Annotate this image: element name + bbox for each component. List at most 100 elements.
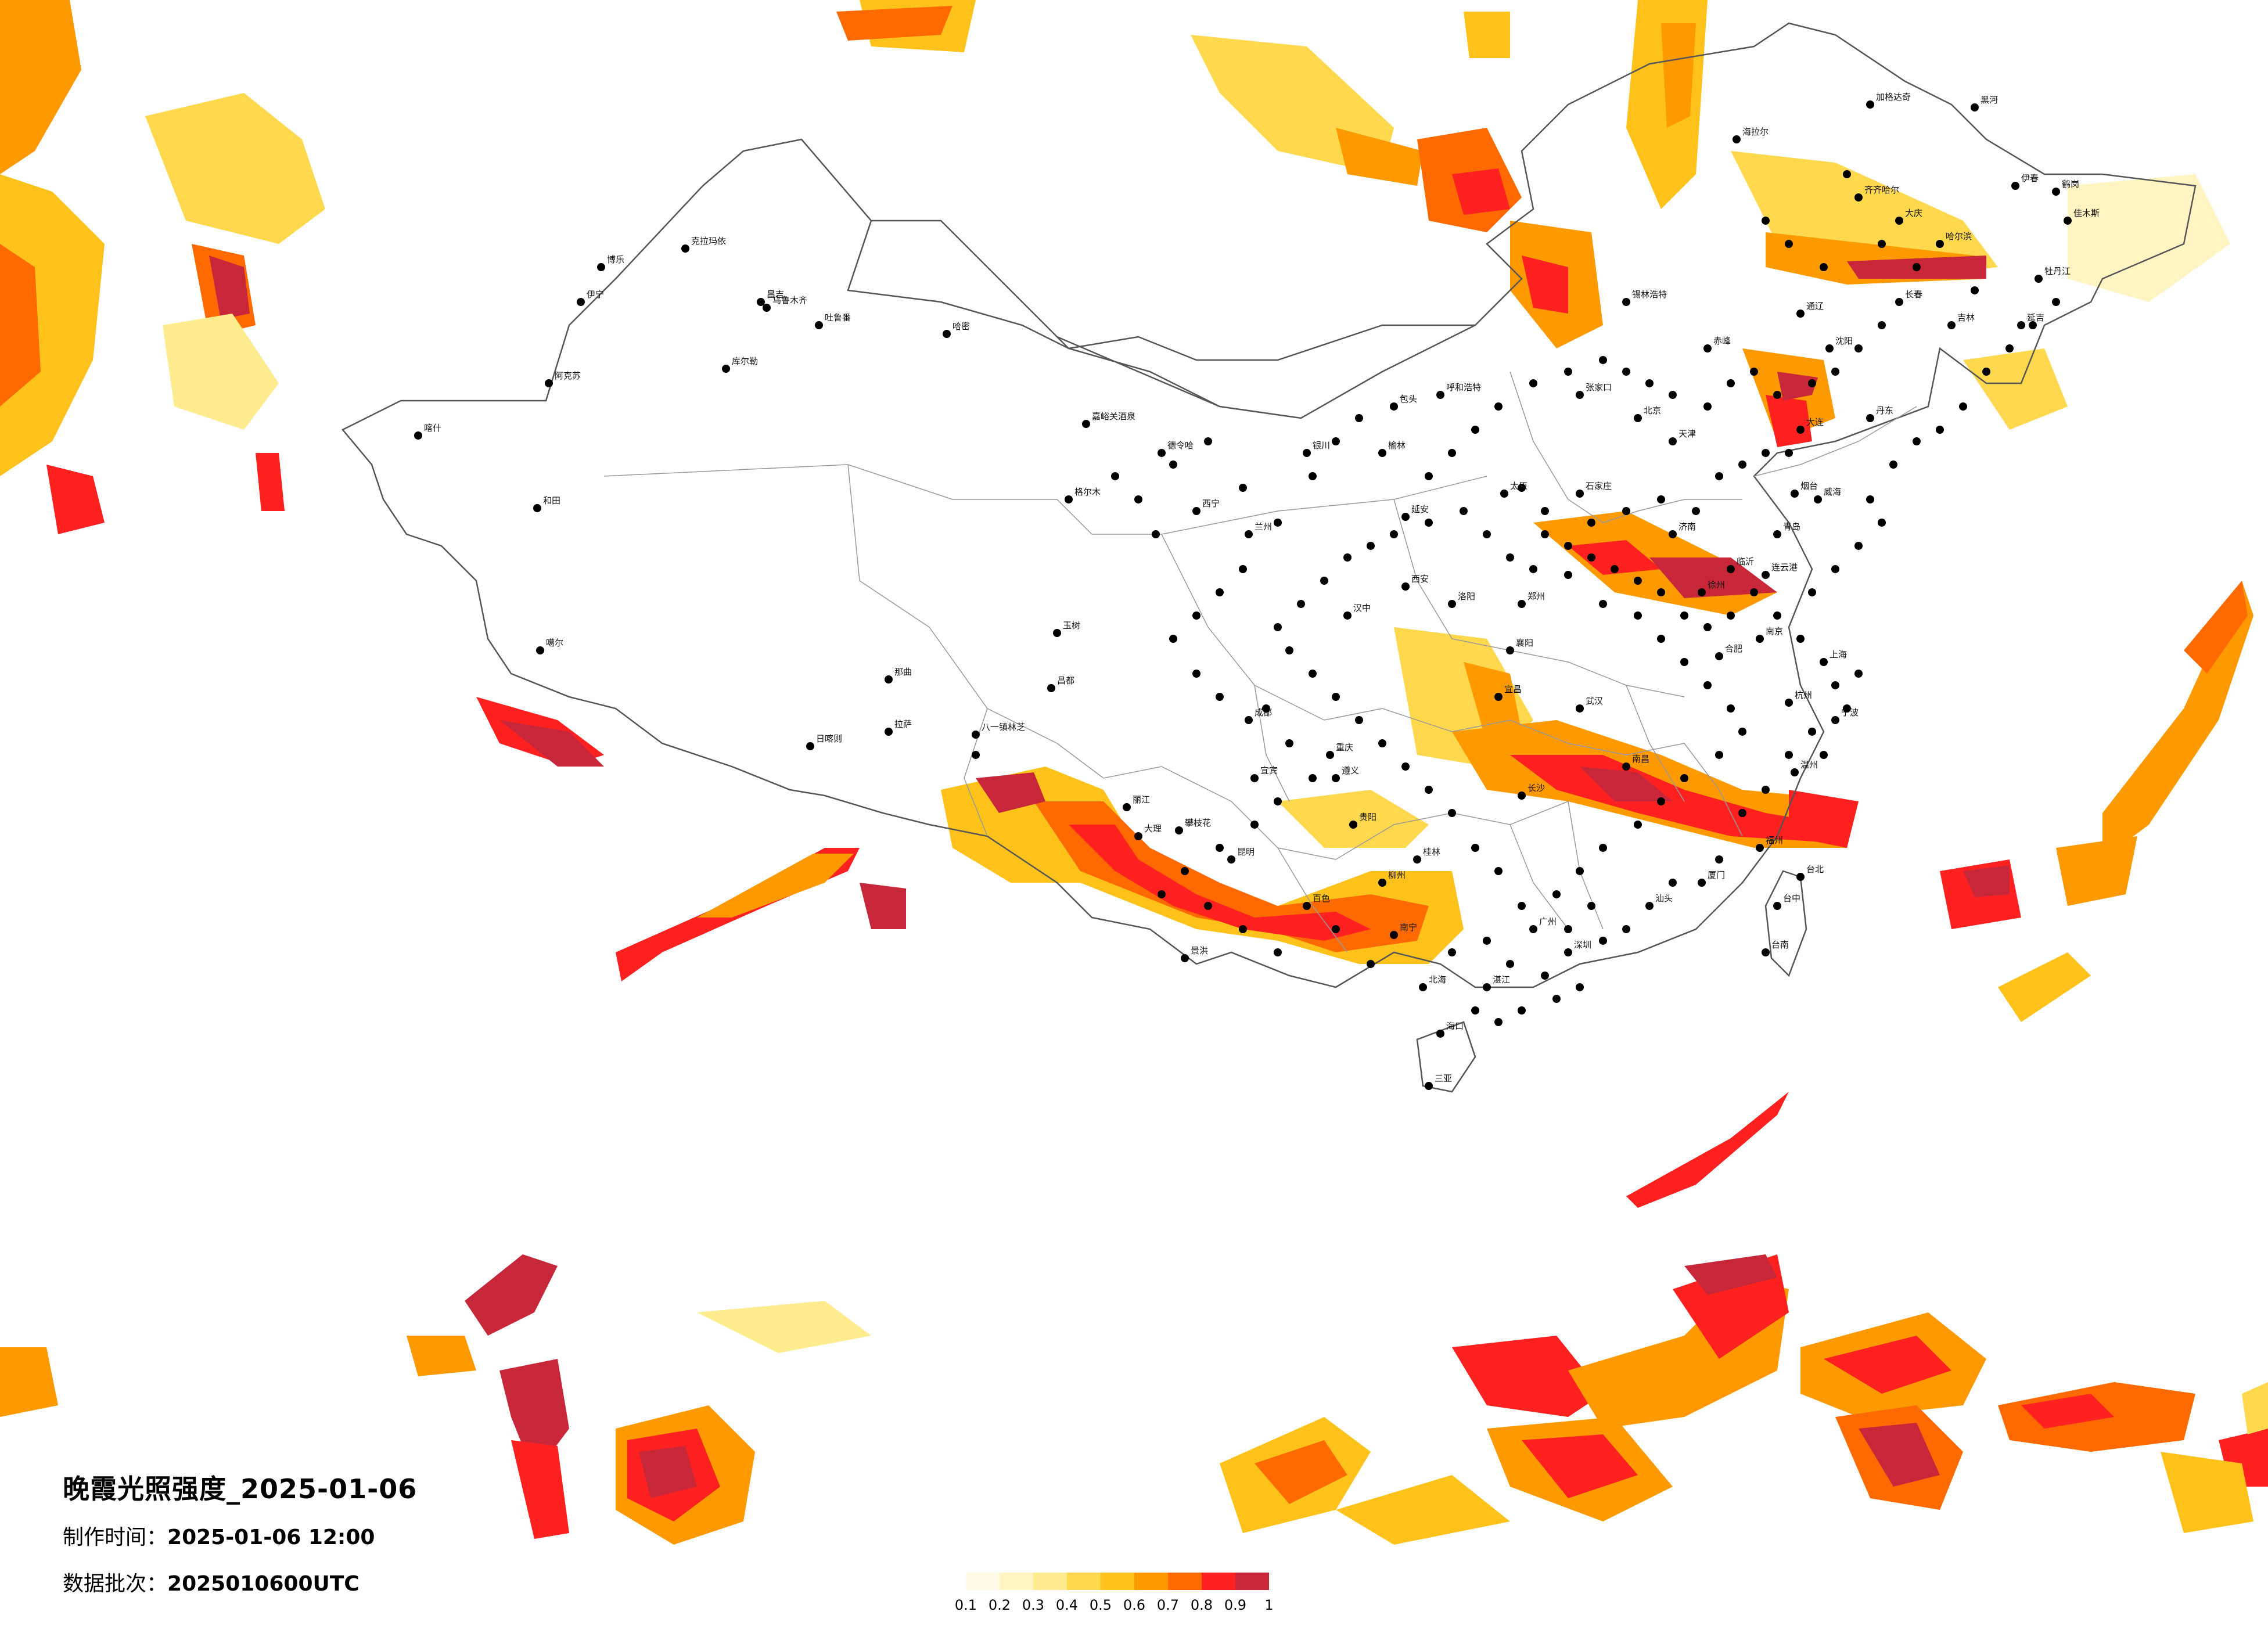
- city-dot: [1518, 1006, 1526, 1015]
- city-label: 伊春: [2021, 173, 2039, 184]
- city-label: 宜昌: [1504, 684, 1522, 695]
- legend-swatch: [1134, 1573, 1168, 1590]
- legend-swatch: [1000, 1573, 1033, 1590]
- city-dot: [1634, 414, 1642, 422]
- city-dot: [1820, 751, 1828, 759]
- city-label: 台北: [1806, 864, 1824, 875]
- city-dot: [1756, 844, 1764, 852]
- city-label: 桂林: [1423, 847, 1440, 857]
- city-dot: [1506, 646, 1514, 654]
- legend-swatch: [1101, 1573, 1134, 1590]
- city-label: 德令哈: [1167, 440, 1194, 451]
- city-dot: [1303, 902, 1311, 910]
- city-label: 张家口: [1586, 382, 1612, 393]
- city-dot: [1250, 821, 1259, 829]
- city-dot: [1274, 623, 1282, 631]
- city-dot: [1878, 321, 1886, 329]
- city-label: 吐鲁番: [825, 312, 851, 323]
- city-dot: [1634, 821, 1642, 829]
- city-dot: [1796, 635, 1805, 643]
- city-dot: [1111, 472, 1119, 480]
- city-dot: [763, 304, 771, 312]
- city-dot: [1599, 937, 1607, 945]
- city-dot: [1349, 821, 1357, 829]
- city-dot: [1250, 774, 1259, 782]
- city-label: 大庆: [1905, 208, 1922, 218]
- city-label: 昆明: [1237, 847, 1255, 857]
- city-dot: [1750, 588, 1758, 596]
- city-dot: [1634, 611, 1642, 620]
- city-dot: [577, 298, 585, 306]
- city-dot: [1657, 495, 1665, 503]
- city-dot: [1152, 530, 1160, 538]
- city-dot: [1854, 344, 1863, 352]
- city-dot: [1913, 437, 1921, 445]
- city-dot: [1843, 170, 1851, 178]
- city-label: 长沙: [1527, 783, 1545, 793]
- city-dot: [1564, 542, 1572, 550]
- city-label: 北海: [1429, 974, 1446, 985]
- city-dot: [1378, 449, 1386, 457]
- city-label: 格尔木: [1074, 487, 1101, 497]
- city-dot: [1245, 716, 1253, 724]
- city-dot: [1866, 100, 1874, 109]
- city-label: 徐州: [1708, 580, 1725, 590]
- legend-tick-label: 0.1: [954, 1597, 977, 1613]
- city-dot: [1274, 948, 1282, 956]
- city-label: 上海: [1830, 649, 1847, 660]
- city-dot: [1343, 553, 1352, 562]
- city-dot: [1564, 571, 1572, 579]
- city-dot: [1529, 379, 1537, 387]
- city-dot: [1738, 728, 1746, 736]
- city-label: 克拉玛依: [691, 236, 726, 246]
- city-dot: [1262, 704, 1270, 713]
- city-dot: [1971, 103, 1979, 111]
- city-dot: [806, 742, 814, 750]
- city-dot: [597, 263, 605, 271]
- city-label: 西安: [1411, 574, 1429, 584]
- city-label: 贵阳: [1359, 812, 1376, 822]
- city-label: 库尔勒: [732, 356, 758, 366]
- city-dot: [1703, 623, 1712, 631]
- city-dot: [1622, 925, 1630, 933]
- city-dot: [1576, 704, 1584, 713]
- city-label: 合肥: [1725, 643, 1742, 654]
- city-dot: [1698, 879, 1706, 887]
- city-dot: [1703, 344, 1712, 352]
- city-label: 拉萨: [894, 719, 912, 729]
- city-dot: [1390, 402, 1398, 411]
- city-label: 攀枝花: [1185, 818, 1211, 828]
- city-label: 榆林: [1388, 440, 1406, 451]
- city-label: 佳木斯: [2073, 208, 2100, 218]
- city-dot: [1053, 629, 1061, 637]
- city-label: 西宁: [1202, 498, 1220, 509]
- city-dot: [1181, 954, 1189, 962]
- city-label: 丽江: [1133, 794, 1150, 805]
- city-label: 遵义: [1342, 765, 1359, 776]
- city-dot: [1494, 1018, 1503, 1026]
- city-label: 青岛: [1783, 521, 1800, 532]
- city-dot: [2029, 321, 2037, 329]
- map-title: 晚霞光照强度_2025-01-06: [63, 1473, 418, 1505]
- city-dot: [1564, 925, 1572, 933]
- city-dot: [1378, 739, 1386, 747]
- city-label: 齐齐哈尔: [1864, 185, 1899, 195]
- city-dot: [972, 731, 980, 739]
- legend-swatch: [1235, 1573, 1269, 1590]
- legend-swatch: [966, 1573, 1000, 1590]
- city-dot: [1274, 519, 1282, 527]
- city-dot: [1715, 472, 1723, 480]
- city-dot: [1239, 484, 1247, 492]
- city-dot: [1622, 762, 1630, 771]
- city-label: 威海: [1824, 487, 1841, 497]
- city-dot: [1425, 519, 1433, 527]
- city-dot: [1169, 635, 1177, 643]
- city-dot: [1506, 553, 1514, 562]
- city-label: 重庆: [1336, 742, 1353, 753]
- city-dot: [1158, 449, 1166, 457]
- city-dot: [1576, 983, 1584, 991]
- city-label: 那曲: [894, 667, 912, 677]
- mongolia-outline: [871, 220, 1475, 408]
- city-dot: [1309, 472, 1317, 480]
- city-dot: [1471, 844, 1479, 852]
